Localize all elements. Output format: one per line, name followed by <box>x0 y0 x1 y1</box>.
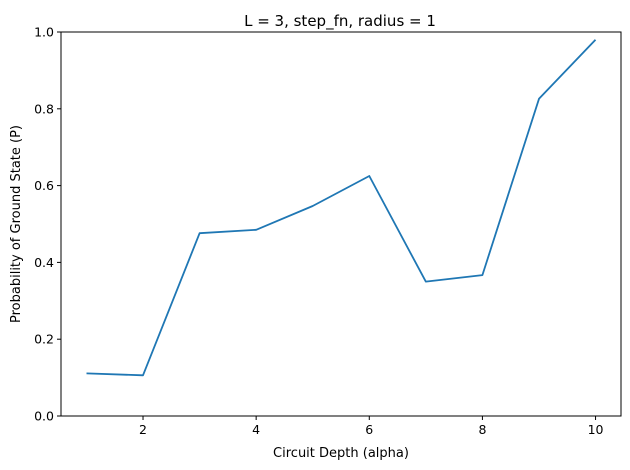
y-axis-ticks: 0.0 0.2 0.4 0.6 0.8 1.0 <box>34 25 61 424</box>
x-tick-label: 4 <box>252 422 260 437</box>
x-tick-label: 10 <box>588 422 604 437</box>
y-tick-label: 1.0 <box>34 25 54 40</box>
plot-lines <box>86 39 597 377</box>
x-axis-title: Circuit Depth (alpha) <box>273 446 409 461</box>
y-tick-label: 0.6 <box>34 178 54 193</box>
x-tick-label: 8 <box>478 422 486 437</box>
y-tick-label: 0.4 <box>34 255 54 270</box>
y-tick-label: 0.2 <box>34 332 54 347</box>
series-line <box>86 39 597 377</box>
x-tick-label: 6 <box>365 422 373 437</box>
y-tick-label: 0.8 <box>34 101 54 116</box>
x-axis-ticks: 2 4 6 8 10 <box>139 416 604 437</box>
chart-title: L = 3, step_fn, radius = 1 <box>244 12 436 31</box>
y-tick-label: 0.0 <box>34 409 54 424</box>
x-tick-label: 2 <box>139 422 147 437</box>
plot-frame <box>60 31 622 417</box>
y-axis-title: Probability of Ground State (P) <box>9 125 24 323</box>
